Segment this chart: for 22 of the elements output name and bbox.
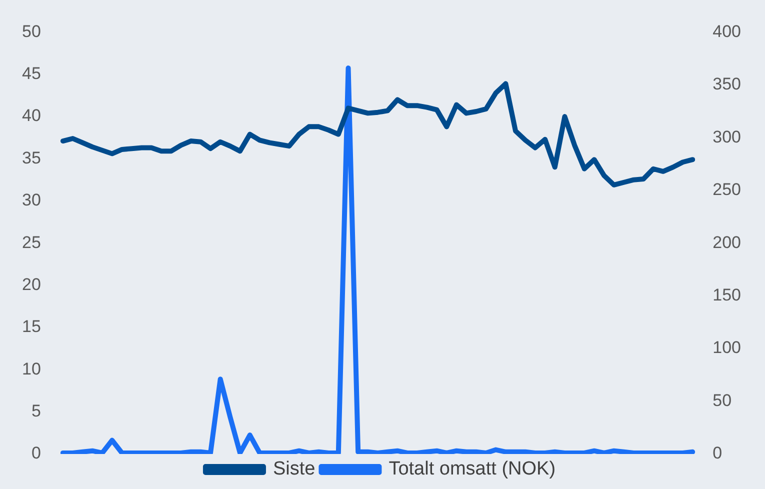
y2-tick-label: 100: [712, 338, 742, 358]
y2-tick-label: 300: [712, 127, 742, 146]
legend-label: Totalt omsatt (NOK): [388, 458, 556, 480]
y2-tick-label: 350: [712, 74, 742, 94]
y-tick-label: 35: [22, 148, 41, 168]
y2-tick-label: 0: [712, 444, 722, 463]
y2-tick-label: 50: [712, 390, 732, 410]
y-tick-label: 40: [22, 106, 41, 126]
y-tick-label: 0: [31, 444, 41, 463]
y-tick-label: 45: [22, 64, 41, 84]
legend-label: Siste: [272, 458, 316, 480]
y2-tick-label: 200: [712, 232, 742, 252]
y-tick-label: 30: [22, 190, 41, 210]
y-tick-label: 20: [22, 274, 41, 294]
y-tick-label: 25: [22, 232, 41, 252]
y2-tick-label: 400: [712, 22, 742, 41]
y2-tick-label: 250: [712, 180, 742, 200]
y-tick-label: 15: [22, 317, 41, 336]
y-tick-label: 5: [31, 402, 41, 421]
y-tick-label: 50: [22, 22, 41, 41]
y-tick-label: 10: [22, 359, 41, 378]
y2-tick-label: 150: [712, 286, 742, 305]
